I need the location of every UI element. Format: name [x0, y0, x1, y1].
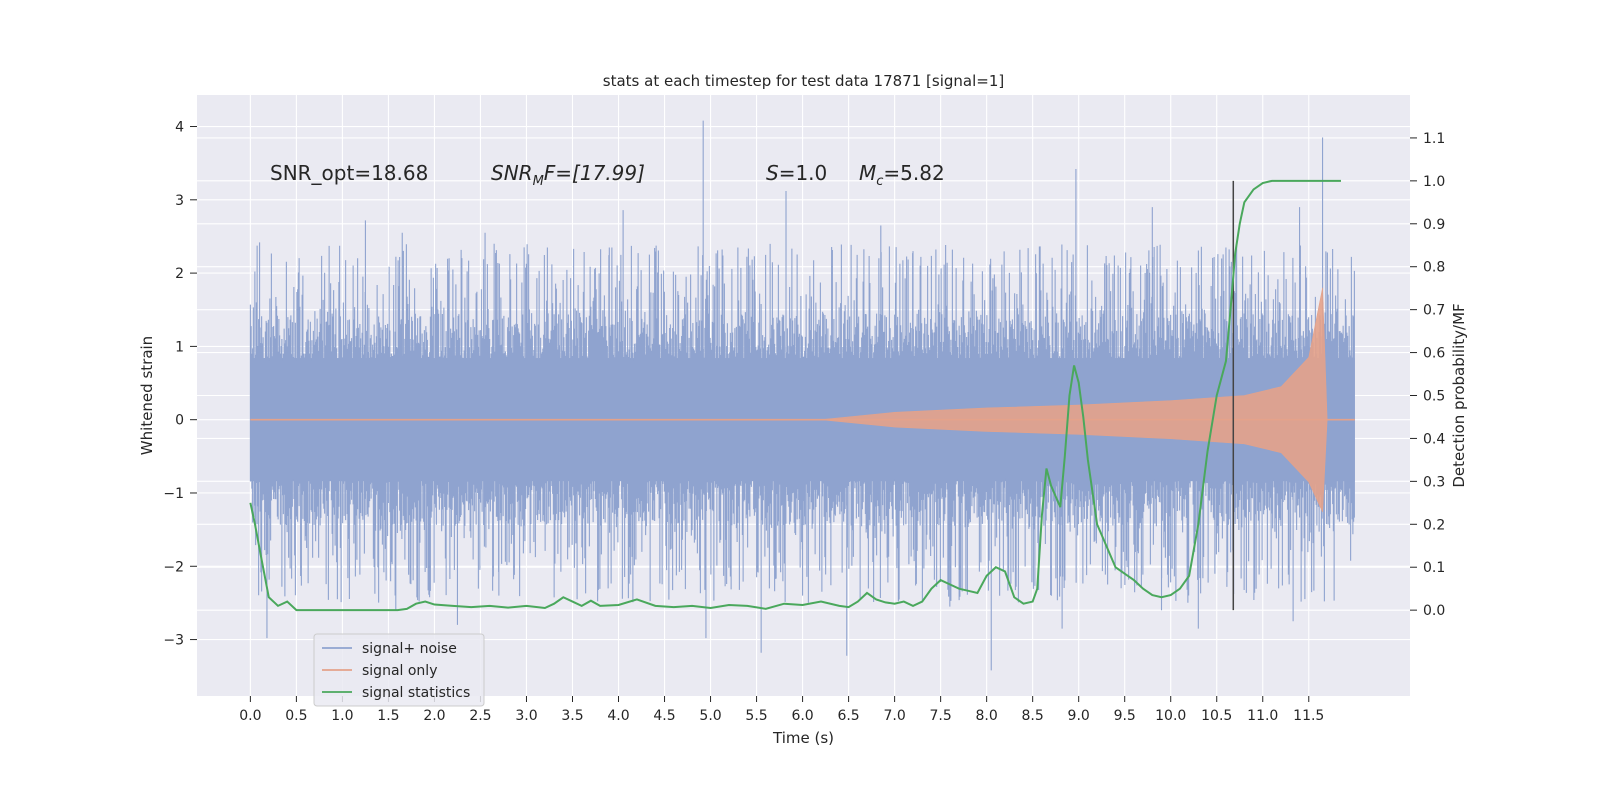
legend-label-signal-statistics: signal statistics: [362, 685, 470, 701]
snr-mf-rest: F=[17.99]: [544, 161, 645, 185]
annotation-snr-mf: SNRMF=[17.99]: [491, 161, 645, 189]
y2-tick-label: 1.0: [1423, 174, 1445, 190]
x-tick-label: 5.5: [745, 708, 767, 724]
x-tick-label: 1.5: [377, 708, 399, 724]
y-tick-label: 3: [175, 193, 184, 209]
x-tick-label: 11.0: [1247, 708, 1278, 724]
y-tick-label: −2: [163, 559, 184, 575]
y-tick-label: 0: [175, 413, 184, 429]
y2-tick-label: 0.7: [1423, 303, 1445, 319]
y2-tick-label: 0.1: [1423, 560, 1445, 576]
x-tick-label: 10.5: [1201, 708, 1232, 724]
x-tick-label: 2.0: [423, 708, 445, 724]
x-tick-label: 2.5: [469, 708, 491, 724]
x-tick-label: 8.0: [976, 708, 998, 724]
x-tick-label: 3.0: [515, 708, 537, 724]
mc-value: =5.82: [883, 161, 944, 185]
chart-title: stats at each timestep for test data 178…: [603, 72, 1004, 90]
y-tick-label: 4: [175, 120, 184, 136]
snr-mf-subscript: M: [533, 174, 544, 189]
y-axis-label: Whitened strain: [138, 336, 156, 455]
x-tick-label: 3.5: [561, 708, 583, 724]
y2-tick-label: 0.3: [1423, 474, 1445, 490]
x-tick-label: 8.5: [1022, 708, 1044, 724]
x-tick-label: 5.0: [699, 708, 721, 724]
y2-tick-label: 0.8: [1423, 260, 1445, 276]
legend: signal+ noise signal only signal statist…: [313, 633, 485, 707]
y-tick-label: 1: [175, 339, 184, 355]
annotation-mc: Mc=5.82: [859, 161, 945, 189]
annotation-snr-opt: SNR_opt=18.68: [270, 161, 428, 185]
annotation-s: S=1.0: [766, 161, 827, 185]
y2-tick-label: 1.1: [1423, 131, 1445, 147]
x-tick-label: 6.5: [837, 708, 859, 724]
x-tick-label: 1.0: [331, 708, 353, 724]
x-tick-label: 9.5: [1114, 708, 1136, 724]
x-tick-label: 0.0: [239, 708, 261, 724]
x-tick-label: 4.0: [607, 708, 629, 724]
y-tick-label: 2: [175, 266, 184, 282]
s-symbol: S: [766, 161, 779, 185]
x-tick-label: 10.0: [1155, 708, 1186, 724]
y2-tick-label: 0.0: [1423, 603, 1445, 619]
x-tick-label: 4.5: [653, 708, 675, 724]
series-signal-statistics: [249, 179, 1341, 612]
y-tick-label: −3: [163, 633, 184, 649]
y2-tick-label: 0.6: [1423, 346, 1445, 362]
y2-axis-label: Detection probability/MF: [1450, 303, 1468, 487]
s-value: =1.0: [779, 161, 828, 185]
axis-ticks: 0.0 0.5 1.0 1.5 2.0 2.5 3.0 3.5 4.0 4.5 5.0 5.5 6.0 6…: [163, 120, 1445, 724]
statistics-line: [249, 179, 1341, 612]
x-tick-label: 7.0: [883, 708, 905, 724]
x-axis-label: Time (s): [772, 729, 834, 747]
x-tick-label: 0.5: [285, 708, 307, 724]
legend-label-signal-only: signal only: [362, 663, 437, 679]
chirp-envelope: [820, 287, 1328, 513]
legend-box: [313, 633, 485, 707]
y-tick-label: −1: [163, 486, 184, 502]
x-tick-label: 11.5: [1293, 708, 1324, 724]
mc-subscript: c: [876, 174, 883, 189]
snr-mf-symbol: SNR: [491, 161, 533, 185]
x-tick-label: 9.0: [1068, 708, 1090, 724]
y2-tick-label: 0.5: [1423, 389, 1445, 405]
y2-tick-label: 0.9: [1423, 217, 1445, 233]
x-tick-label: 7.5: [929, 708, 951, 724]
x-tick-label: 6.0: [791, 708, 813, 724]
series-signal-only: [250, 287, 1355, 513]
y2-tick-label: 0.2: [1423, 517, 1445, 533]
mc-symbol: M: [859, 161, 876, 185]
legend-label-signal-noise: signal+ noise: [362, 641, 457, 657]
y2-tick-label: 0.4: [1423, 431, 1445, 447]
